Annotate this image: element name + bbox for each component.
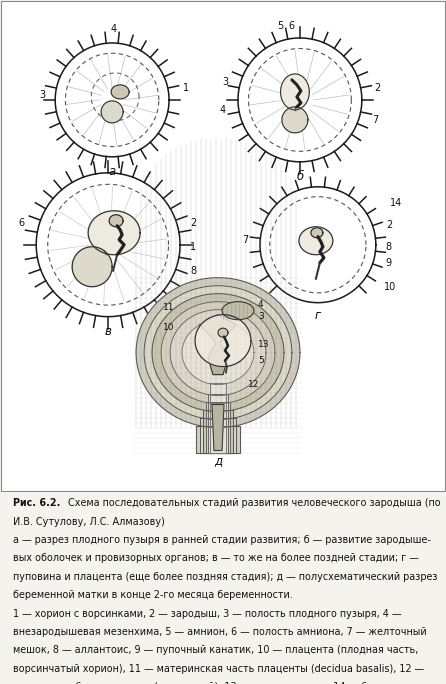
Text: в: в — [105, 325, 112, 338]
Polygon shape — [161, 302, 275, 404]
Text: 1 — хорион с ворсинками, 2 — зародыш, 3 — полость плодного пузыря, 4 —: 1 — хорион с ворсинками, 2 — зародыш, 3 … — [13, 609, 402, 618]
Text: 2: 2 — [374, 83, 380, 93]
Polygon shape — [200, 417, 236, 453]
Text: мышечная оболочка матки (миометрий), 13 — полость матки, 14 — безворсинча-: мышечная оболочка матки (миометрий), 13 … — [13, 682, 429, 684]
Text: г: г — [315, 308, 321, 321]
Text: а — разрез плодного пузыря в ранней стадии развития; б — развитие зародыше-: а — разрез плодного пузыря в ранней стад… — [13, 535, 431, 545]
Polygon shape — [311, 228, 323, 238]
Polygon shape — [212, 404, 224, 451]
Polygon shape — [36, 173, 180, 317]
Text: 5: 5 — [277, 21, 283, 31]
Text: 3: 3 — [39, 90, 45, 100]
Text: б: б — [296, 170, 304, 183]
Polygon shape — [152, 293, 284, 412]
Text: 6: 6 — [289, 21, 295, 31]
Text: И.В. Сутулову, Л.С. Алмазову): И.В. Сутулову, Л.С. Алмазову) — [13, 516, 165, 527]
Polygon shape — [282, 107, 308, 133]
Text: 4: 4 — [220, 105, 226, 115]
Text: беременной матки в конце 2-го месяца беременности.: беременной матки в конце 2-го месяца бер… — [13, 590, 293, 600]
Text: 5: 5 — [258, 356, 264, 365]
Ellipse shape — [222, 302, 254, 319]
Polygon shape — [144, 286, 292, 419]
Text: 11: 11 — [163, 303, 174, 312]
Text: 4: 4 — [111, 24, 117, 34]
Polygon shape — [203, 410, 233, 453]
Polygon shape — [170, 310, 266, 395]
Polygon shape — [281, 74, 310, 110]
Text: Рис. 6.2.: Рис. 6.2. — [13, 498, 61, 508]
Text: 8: 8 — [386, 241, 392, 252]
Polygon shape — [88, 211, 140, 254]
Polygon shape — [238, 38, 362, 162]
Text: 3: 3 — [222, 77, 228, 87]
Text: 10: 10 — [384, 282, 396, 291]
Polygon shape — [55, 43, 169, 157]
Text: вых оболочек и провизорных органов; в — то же на более поздней стадии; г —: вых оболочек и провизорных органов; в — … — [13, 553, 419, 564]
Polygon shape — [195, 315, 251, 367]
Text: 2: 2 — [190, 218, 196, 228]
Text: 1: 1 — [190, 241, 196, 252]
Text: пуповина и плацента (еще более поздняя стадия); д — полусхематический разрез: пуповина и плацента (еще более поздняя с… — [13, 572, 438, 582]
Text: внезародышевая мезенхима, 5 — амнион, 6 — полость амниона, 7 — желточный: внезародышевая мезенхима, 5 — амнион, 6 … — [13, 627, 427, 637]
Polygon shape — [136, 278, 300, 428]
Polygon shape — [206, 402, 230, 453]
Text: 2: 2 — [386, 220, 392, 230]
Polygon shape — [210, 382, 226, 453]
Text: ворсинчатый хорион), 11 — материнская часть плаценты (decidua basalis), 12 —: ворсинчатый хорион), 11 — материнская ча… — [13, 663, 425, 674]
Text: 14: 14 — [390, 198, 402, 208]
Text: 1: 1 — [183, 83, 189, 93]
Text: 13: 13 — [258, 340, 269, 349]
Text: 8: 8 — [190, 265, 196, 276]
Polygon shape — [72, 247, 112, 287]
Polygon shape — [218, 328, 228, 337]
Polygon shape — [200, 315, 236, 375]
Text: 7: 7 — [372, 115, 378, 125]
Text: а: а — [108, 165, 116, 178]
Text: 6: 6 — [18, 218, 25, 228]
Text: 4: 4 — [258, 300, 264, 309]
Polygon shape — [208, 393, 228, 453]
Ellipse shape — [299, 227, 333, 254]
Text: 10: 10 — [163, 323, 174, 332]
Text: 3: 3 — [258, 312, 264, 321]
Text: мешок, 8 — аллантоис, 9 — пупочный канатик, 10 — плацента (плодная часть,: мешок, 8 — аллантоис, 9 — пупочный канат… — [13, 645, 419, 655]
Polygon shape — [109, 215, 123, 227]
Polygon shape — [101, 101, 123, 123]
Text: Схема последовательных стадий развития человеческого зародыша (по: Схема последовательных стадий развития ч… — [65, 498, 440, 508]
Text: д: д — [214, 454, 222, 467]
Text: 9: 9 — [386, 258, 392, 267]
Polygon shape — [260, 187, 376, 303]
Polygon shape — [196, 425, 240, 453]
Polygon shape — [182, 321, 254, 384]
Polygon shape — [111, 85, 129, 99]
Text: 7: 7 — [242, 235, 248, 245]
Text: 12: 12 — [248, 380, 259, 389]
